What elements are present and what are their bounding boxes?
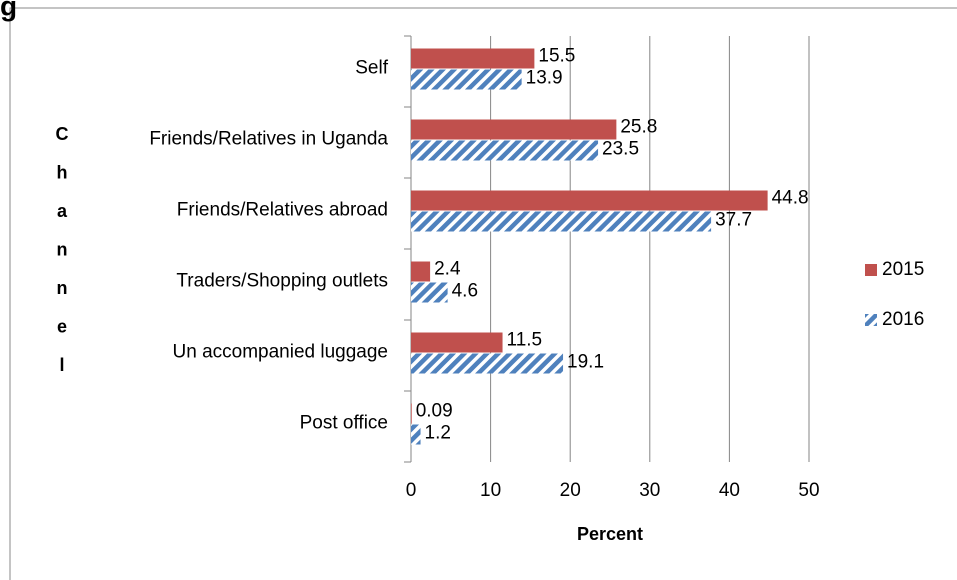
data-label: 11.5	[507, 330, 543, 351]
bar	[411, 353, 564, 374]
data-label: 15.5	[538, 46, 575, 67]
x-tick-label: 40	[719, 480, 740, 501]
data-label: 0.09	[416, 401, 453, 422]
bar	[411, 69, 522, 90]
x-tick-label: 10	[480, 480, 501, 501]
y-tick-label: Friends/Relatives in Uganda	[149, 129, 388, 150]
y-tick-label: Traders/Shopping outlets	[176, 271, 388, 292]
data-label: 23.5	[602, 139, 639, 160]
y-tick-label: Post office	[300, 413, 388, 434]
y-tick-label: Friends/Relatives abroad	[177, 200, 388, 221]
bar	[411, 140, 599, 161]
bar	[411, 48, 535, 69]
data-label: 13.9	[526, 68, 563, 89]
x-tick-label: 50	[798, 480, 819, 501]
data-label: 19.1	[567, 352, 604, 373]
legend-swatch	[865, 264, 877, 276]
data-label: 2.4	[434, 259, 461, 280]
bar	[411, 424, 421, 445]
bar	[411, 261, 431, 282]
bar	[411, 403, 412, 424]
bar	[411, 332, 503, 353]
legend-label: 2016	[882, 309, 924, 330]
data-label: 44.8	[772, 188, 809, 209]
chart-title: g	[0, 0, 17, 21]
y-tick-label: Un accompanied luggage	[173, 342, 389, 363]
bar	[411, 119, 617, 140]
legend-swatch	[865, 314, 877, 326]
y-tick-label: Self	[355, 58, 388, 79]
data-label: 25.8	[620, 117, 657, 138]
bar	[411, 211, 712, 232]
chart-border	[9, 7, 957, 580]
legend-label: 2015	[882, 259, 924, 280]
data-label: 1.2	[425, 423, 451, 444]
data-label: 4.6	[452, 281, 478, 302]
bar	[411, 282, 448, 303]
data-label: 37.7	[715, 210, 752, 231]
x-tick-label: 30	[639, 480, 660, 501]
bar	[411, 190, 768, 211]
x-tick-label: 0	[406, 480, 417, 501]
x-axis-title: Percent	[577, 524, 643, 544]
x-tick-label: 20	[560, 480, 581, 501]
